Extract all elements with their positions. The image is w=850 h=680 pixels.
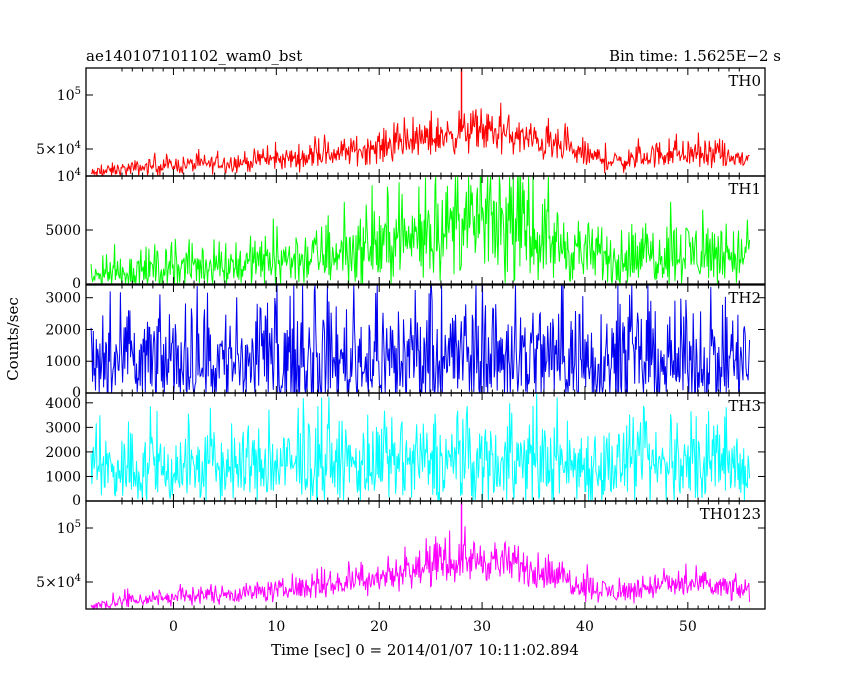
- y-tick-label-th0123-0: 105: [57, 519, 81, 537]
- chart-title: ae140107101102_wam0_bst: [86, 47, 302, 65]
- panel-label-th3: TH3: [728, 397, 761, 415]
- panel-label-th1: TH1: [728, 180, 761, 198]
- panel-label-th0123: TH0123: [700, 505, 761, 523]
- y-tick-label-th3-1: 3000: [45, 420, 81, 436]
- y-tick-label-th1-0: 104: [57, 167, 81, 185]
- series-line-th0123: [90, 526, 751, 610]
- x-tick-label-0: 0: [169, 619, 178, 635]
- panel-th2: 3000 2000 1000 0 TH2: [45, 284, 766, 401]
- y-tick-label-th1-2: 0: [72, 276, 81, 292]
- y-tick-label-th3-0: 4000: [45, 396, 81, 412]
- bin-time-label: Bin time: 1.5625E−2 s: [609, 47, 781, 65]
- series-line-th0: [90, 102, 750, 177]
- series-line-th1: [90, 175, 751, 285]
- series-line-th3: [90, 392, 751, 503]
- x-tick-label-1: 10: [267, 619, 285, 635]
- y-tick-label-th2-2: 1000: [45, 354, 81, 370]
- x-axis-label: Time [sec] 0 = 2014/01/07 10:11:02.894: [271, 641, 579, 659]
- panel-label-th0: TH0: [728, 72, 761, 90]
- y-tick-label-th0-1: 5×104: [36, 140, 81, 158]
- panel-th0123: 105 5×104 TH0123: [36, 500, 766, 610]
- panel-th1: 104 5000 0 TH1: [45, 167, 766, 292]
- y-tick-label-th2-0: 3000: [45, 291, 81, 307]
- x-tick-label-3: 30: [473, 619, 491, 635]
- panel-th3: 4000 3000 2000 1000 0 TH3: [45, 392, 766, 509]
- y-tick-label-th3-3: 1000: [45, 469, 81, 485]
- y-tick-label-th1-1: 5000: [45, 223, 81, 239]
- y-tick-label-th3-4: 0: [72, 493, 81, 509]
- panel-frame-th0123: [85, 500, 766, 610]
- x-tick-label-5: 50: [679, 619, 697, 635]
- y-tick-label-th2-1: 2000: [45, 322, 81, 338]
- y-tick-label-th2-3: 0: [72, 385, 81, 401]
- panels-group: 1055×104TH010450000TH13000200010000TH240…: [36, 67, 766, 635]
- y-axis-label: Counts/sec: [4, 297, 22, 381]
- series-line-th2: [90, 284, 751, 395]
- y-tick-label-th3-2: 2000: [45, 445, 81, 461]
- x-tick-label-2: 20: [370, 619, 388, 635]
- panel-label-th2: TH2: [728, 289, 761, 307]
- y-tick-label-th0123-1: 5×104: [36, 573, 81, 591]
- x-tick-label-4: 40: [576, 619, 594, 635]
- y-tick-label-th0-0: 105: [57, 86, 81, 104]
- panel-th0: 105 5×104 TH0: [36, 67, 766, 177]
